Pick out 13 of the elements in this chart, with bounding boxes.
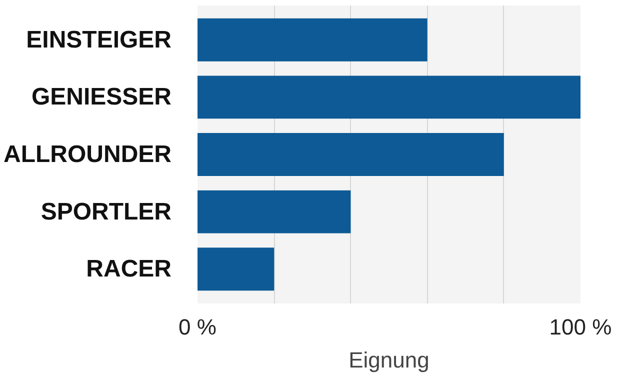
bar [198,190,351,234]
bar [198,18,428,62]
x-axis-title: Eignung [348,348,430,372]
y-tick-label: ALLROUNDER [4,141,172,168]
x-tick-label: 0 % [178,314,216,340]
y-tick-label: SPORTLER [40,198,172,226]
x-tick-label: 100 % [549,314,612,340]
y-tick-label: RACER [86,256,172,283]
bar [198,76,580,119]
y-tick-label: EINSTEIGER [26,26,172,54]
bar [198,133,504,176]
y-tick-label: GENIESSER [31,84,172,111]
bar [198,248,274,291]
